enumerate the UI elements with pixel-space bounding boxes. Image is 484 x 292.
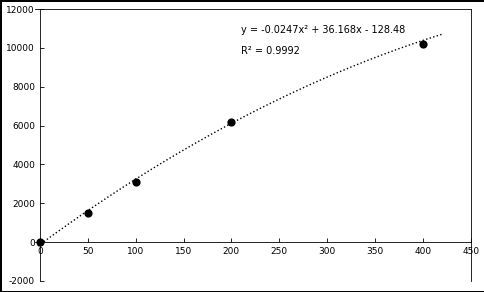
Text: y = -0.0247x² + 36.168x - 128.48: y = -0.0247x² + 36.168x - 128.48 [241,25,405,34]
Point [132,180,139,184]
Point [418,42,426,46]
Point [84,211,91,215]
Point [36,240,44,244]
Point [227,119,235,124]
Text: R² = 0.9992: R² = 0.9992 [241,46,299,56]
